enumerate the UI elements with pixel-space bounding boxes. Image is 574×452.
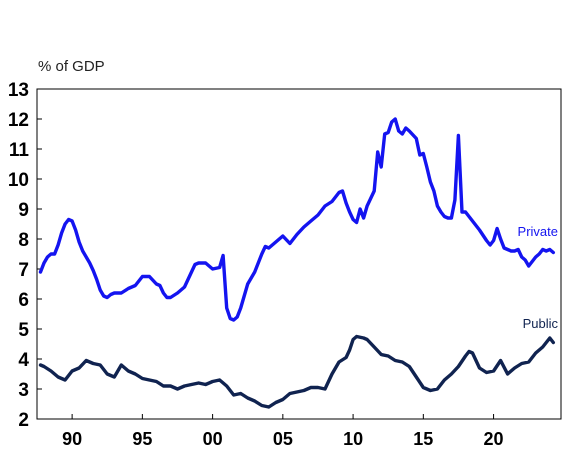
y-tick-label: 4 — [18, 350, 29, 371]
y-tick-label: 13 — [8, 80, 29, 101]
x-tick-label: 10 — [343, 429, 363, 449]
series-line-private — [41, 119, 554, 320]
y-tick-label: 5 — [18, 320, 29, 341]
y-tick-label: 2 — [18, 410, 29, 431]
series-label-private: Private — [518, 224, 558, 239]
y-tick-label: 3 — [18, 380, 29, 401]
y-tick-label: 7 — [18, 260, 29, 281]
x-tick-label: 00 — [203, 429, 223, 449]
y-tick-label: 12 — [8, 110, 29, 131]
x-tick-label: 90 — [62, 429, 82, 449]
series-label-public: Public — [523, 316, 559, 331]
y-tick-label: 9 — [18, 200, 29, 221]
y-tick-label: 8 — [18, 230, 29, 251]
x-tick-label: 05 — [273, 429, 293, 449]
series-line-public — [41, 337, 554, 408]
y-tick-label: 10 — [8, 170, 29, 191]
unit-label: % of GDP — [38, 58, 105, 75]
y-tick-label: 6 — [18, 290, 29, 311]
x-tick-label: 15 — [413, 429, 433, 449]
y-tick-label: 11 — [9, 140, 30, 161]
x-tick-label: 95 — [132, 429, 152, 449]
x-tick-label: 20 — [484, 429, 504, 449]
